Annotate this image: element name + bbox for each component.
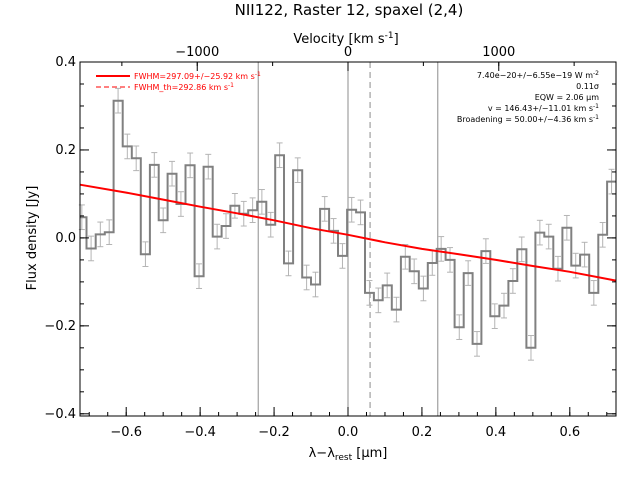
x-tick-label-2: −0.2 [258,425,290,440]
top-axis-label-main: Velocity [km s [293,32,385,47]
x-tick-label-1: −0.4 [184,425,216,440]
legend: FWHM=297.09+/−25.92 km s-1 FWHM_th=292.8… [96,71,261,92]
legend-label-0-sup: -1 [255,71,261,78]
y-tick-label-4: 0.4 [55,55,76,70]
y-tick-label-1: −0.2 [44,319,76,334]
annotation-3-sup: -1 [593,103,599,110]
annotation-3-main: v = 146.43+/−11.01 km s [488,104,593,113]
top-axis-label-sup: -1 [385,31,394,41]
legend-label-1-sup: -1 [228,82,234,89]
x-tick-label-6: 0.6 [559,425,580,440]
y-axis-label: Flux density [Jy] [25,186,40,291]
annotation-2: EQW = 2.06 μm [535,93,599,102]
y-tick-label-3: 0.2 [55,143,76,158]
x-tick-label-5: 0.4 [486,425,507,440]
x-axis-label-sub: rest [335,453,353,463]
annotation-1: 0.11σ [576,82,599,91]
annotation-0-main: 7.40e−20+/−6.55e−19 W m [477,71,593,80]
top-tick-label-1: 0 [344,45,352,60]
top-axis-label: Velocity [km s-1] [293,31,398,47]
annotation-3: v = 146.43+/−11.01 km s-1 [488,103,599,113]
annotation-0: 7.40e−20+/−6.55e−19 W m-2 [477,70,599,80]
y-tick-label-0: −0.4 [44,407,76,422]
top-axis-label-end: ] [394,32,399,47]
y-tick-label-2: 0.0 [55,231,76,246]
top-tick-label-0: −1000 [175,45,219,60]
legend-label-1: FWHM_th=292.86 km s-1 [134,82,234,92]
legend-label-0: FWHM=297.09+/−25.92 km s-1 [134,71,261,81]
x-tick-label-4: 0.2 [412,425,433,440]
x-axis-label-main: λ−λ [309,446,336,461]
x-axis-label: λ−λrest [μm] [309,446,388,463]
x-tick-label-3: 0.0 [338,425,359,440]
annotation-4: Broadening = 50.00+/−4.36 km s-1 [457,114,599,124]
top-tick-label-2: 1000 [482,45,515,60]
legend-label-1-main: FWHM_th=292.86 km s [134,83,228,92]
annotations: 7.40e−20+/−6.55e−19 W m-2 0.11σ EQW = 2.… [457,70,599,124]
chart-title: NII122, Raster 12, spaxel (2,4) [235,1,464,19]
x-axis-label-unit: [μm] [352,446,387,461]
annotation-4-sup: -1 [593,114,599,121]
x-tick-label-0: −0.6 [110,425,142,440]
legend-label-0-main: FWHM=297.09+/−25.92 km s [134,72,255,81]
annotation-4-main: Broadening = 50.00+/−4.36 km s [457,115,593,124]
annotation-0-sup: -2 [593,70,599,77]
fit-line-thermal [79,184,617,282]
